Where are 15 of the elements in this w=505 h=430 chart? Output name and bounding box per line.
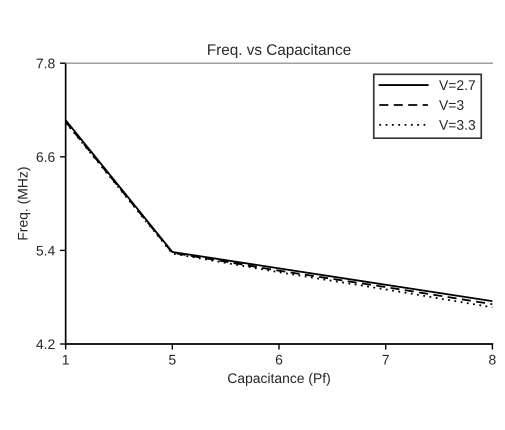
legend-label: V=2.7: [439, 80, 476, 90]
legend-label: V=3.3: [439, 120, 476, 130]
y-axis-title: Freq. (MHz): [17, 167, 30, 240]
legend-label: V=3: [439, 100, 464, 110]
x-tick-label: 7: [382, 354, 389, 364]
chart-title: Freq. vs Capacitance: [208, 44, 351, 58]
y-tick-label: 5.4: [36, 246, 55, 256]
x-tick-label: 5: [169, 354, 176, 365]
x-tick-label: 1: [62, 354, 69, 364]
y-tick-label: 4.2: [36, 339, 55, 350]
x-axis-title: Capacitance (Pf): [228, 372, 330, 386]
x-tick-label: 8: [489, 354, 496, 365]
y-tick-label: 7.8: [36, 58, 55, 68]
y-tick-label: 6.6: [36, 152, 55, 162]
x-tick-label: 6: [276, 354, 282, 365]
